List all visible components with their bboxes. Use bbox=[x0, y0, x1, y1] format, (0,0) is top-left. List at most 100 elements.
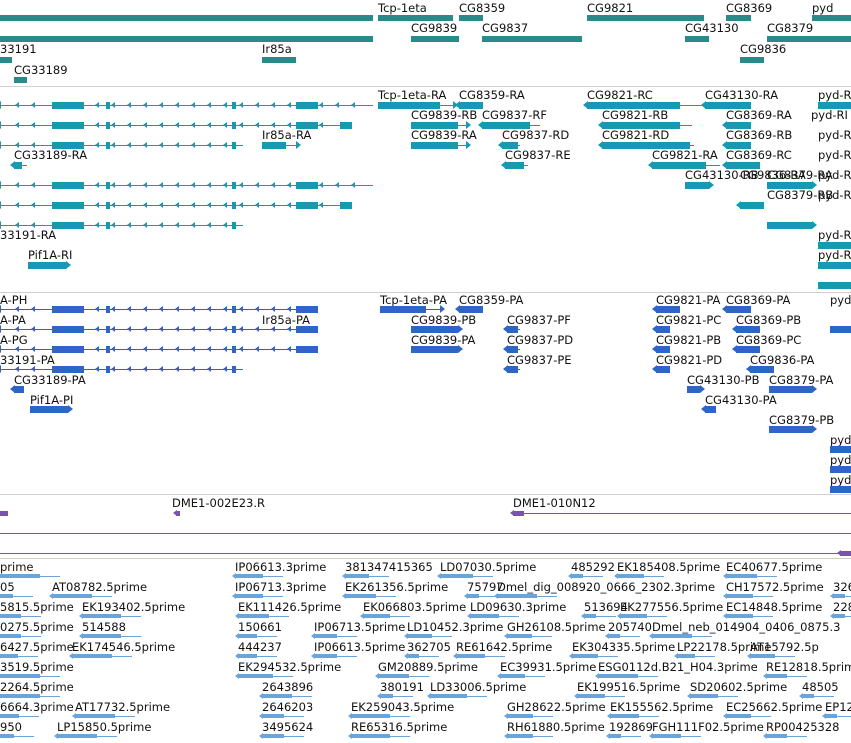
exon-block[interactable] bbox=[380, 305, 426, 313]
feature-label[interactable]: 05 bbox=[0, 580, 15, 594]
feature-label[interactable]: AT15792.5p bbox=[750, 640, 819, 654]
feature-label[interactable]: pyd-R bbox=[818, 148, 851, 162]
est-block[interactable] bbox=[833, 614, 845, 618]
feature-label[interactable]: 950 bbox=[0, 720, 22, 734]
feature-label[interactable]: 75797 bbox=[467, 580, 504, 594]
exon-block[interactable] bbox=[296, 101, 318, 109]
est-block[interactable] bbox=[825, 714, 837, 718]
feature-label[interactable]: CG8369-RA bbox=[726, 108, 792, 122]
est-block[interactable] bbox=[82, 614, 121, 618]
gene-bar[interactable] bbox=[685, 36, 709, 42]
exon-block[interactable] bbox=[232, 325, 236, 333]
feature-label[interactable]: Pif1A-PI bbox=[30, 393, 74, 407]
feature-label[interactable]: GH26108.5prime bbox=[507, 620, 606, 634]
est-block[interactable] bbox=[430, 694, 467, 698]
exon-block[interactable] bbox=[296, 305, 318, 313]
feature-label[interactable]: IP06713.5prime bbox=[314, 620, 406, 634]
feature-label[interactable]: CG9821-PD bbox=[656, 353, 723, 367]
est-block[interactable] bbox=[262, 694, 292, 698]
feature-label[interactable]: GH28622.5prime bbox=[507, 700, 606, 714]
est-block[interactable] bbox=[407, 634, 432, 638]
feature-label[interactable]: EK066803.5prime bbox=[363, 600, 467, 614]
exon-block[interactable] bbox=[340, 121, 352, 129]
feature-label[interactable]: pyd-R bbox=[818, 168, 851, 182]
exon-block[interactable] bbox=[736, 345, 760, 353]
feature-label[interactable]: FGH111F02.5prime bbox=[652, 720, 764, 734]
gene-bar[interactable] bbox=[262, 57, 296, 63]
feature-label[interactable]: IP06713.3prime bbox=[235, 580, 327, 594]
gene-bar[interactable] bbox=[459, 15, 483, 21]
est-block[interactable] bbox=[617, 574, 645, 578]
feature-label[interactable]: 444237 bbox=[238, 640, 282, 654]
exon-block[interactable] bbox=[106, 181, 110, 189]
feature-label[interactable]: CG9821-PB bbox=[656, 333, 722, 347]
feature-label[interactable]: LP22178.5prime bbox=[677, 640, 772, 654]
exon-block[interactable] bbox=[411, 325, 458, 333]
feature-label[interactable]: CG43130-RA bbox=[705, 88, 779, 102]
feature-label[interactable]: EK277556.5prime bbox=[620, 600, 724, 614]
est-block[interactable] bbox=[314, 634, 338, 638]
exon-block[interactable] bbox=[818, 281, 851, 289]
feature-label[interactable]: 362705 bbox=[407, 640, 451, 654]
feature-label[interactable]: RE12818.5prim bbox=[766, 660, 851, 674]
est-block[interactable] bbox=[608, 634, 620, 638]
gene-bar[interactable] bbox=[0, 57, 12, 63]
feature-label[interactable]: 326 bbox=[833, 580, 851, 594]
feature-label[interactable]: EK259043.5prime bbox=[351, 700, 455, 714]
exon-block[interactable] bbox=[52, 305, 84, 313]
exon-block[interactable] bbox=[656, 325, 670, 333]
feature-label[interactable]: CG9837-RF bbox=[482, 108, 547, 122]
exon-block[interactable] bbox=[482, 121, 530, 129]
feature-label[interactable]: CG9836-PA bbox=[750, 353, 815, 367]
est-block[interactable] bbox=[0, 594, 13, 598]
exon-block[interactable] bbox=[830, 465, 851, 473]
est-block[interactable] bbox=[620, 614, 647, 618]
est-block[interactable] bbox=[57, 734, 97, 738]
exon-block[interactable] bbox=[830, 325, 851, 333]
feature-label[interactable]: 2285 bbox=[833, 600, 851, 614]
feature-label[interactable]: pyd-R bbox=[818, 128, 851, 142]
exon-block[interactable] bbox=[767, 181, 812, 189]
feature-label[interactable]: CG8379-RB bbox=[767, 188, 834, 202]
feature-label[interactable]: RP00425328 bbox=[766, 720, 840, 734]
est-block[interactable] bbox=[238, 614, 270, 618]
feature-label[interactable]: pyd bbox=[812, 1, 834, 15]
exon-block[interactable] bbox=[502, 141, 518, 149]
est-block[interactable] bbox=[726, 594, 753, 598]
feature-label[interactable]: CG9839-PA bbox=[411, 333, 476, 347]
gene-bar[interactable] bbox=[411, 36, 459, 42]
feature-label[interactable]: 205740 bbox=[608, 620, 652, 634]
exon-block[interactable] bbox=[232, 221, 236, 229]
est-block[interactable] bbox=[235, 594, 263, 598]
est-block[interactable] bbox=[0, 734, 15, 738]
est-block[interactable] bbox=[380, 694, 393, 698]
exon-block[interactable] bbox=[28, 261, 66, 269]
clone-end[interactable] bbox=[176, 510, 180, 516]
feature-label[interactable]: Tcp-1eta-PA bbox=[380, 293, 448, 307]
exon-block[interactable] bbox=[726, 161, 760, 169]
est-block[interactable] bbox=[726, 574, 758, 578]
est-block[interactable] bbox=[0, 714, 19, 718]
exon-block[interactable] bbox=[296, 181, 318, 189]
feature-label[interactable]: pyd bbox=[830, 433, 851, 447]
feature-label[interactable]: CG9821-RD bbox=[602, 128, 670, 142]
est-block[interactable] bbox=[766, 674, 788, 678]
feature-label[interactable]: IP06613.5prime bbox=[314, 640, 406, 654]
exon-block[interactable] bbox=[14, 161, 22, 169]
exon-block[interactable] bbox=[769, 425, 812, 433]
feature-label[interactable]: 381347415365 bbox=[345, 560, 433, 574]
exon-block[interactable] bbox=[459, 305, 483, 313]
clone-end[interactable] bbox=[0, 510, 8, 516]
feature-label[interactable]: AT17732.5prime bbox=[75, 700, 171, 714]
feature-label[interactable]: DME1-010N12 bbox=[513, 496, 596, 510]
exon-block[interactable] bbox=[106, 305, 110, 313]
exon-block[interactable] bbox=[296, 345, 318, 353]
feature-label[interactable]: pyd-R bbox=[818, 228, 851, 242]
feature-label[interactable]: CG43130-PB bbox=[687, 373, 760, 387]
feature-label[interactable]: pyd bbox=[830, 473, 851, 487]
feature-label[interactable]: EC14848.5prime bbox=[726, 600, 823, 614]
est-block[interactable] bbox=[802, 694, 815, 698]
est-block[interactable] bbox=[750, 654, 776, 658]
gene-bar[interactable] bbox=[812, 36, 851, 42]
est-block[interactable] bbox=[726, 614, 753, 618]
